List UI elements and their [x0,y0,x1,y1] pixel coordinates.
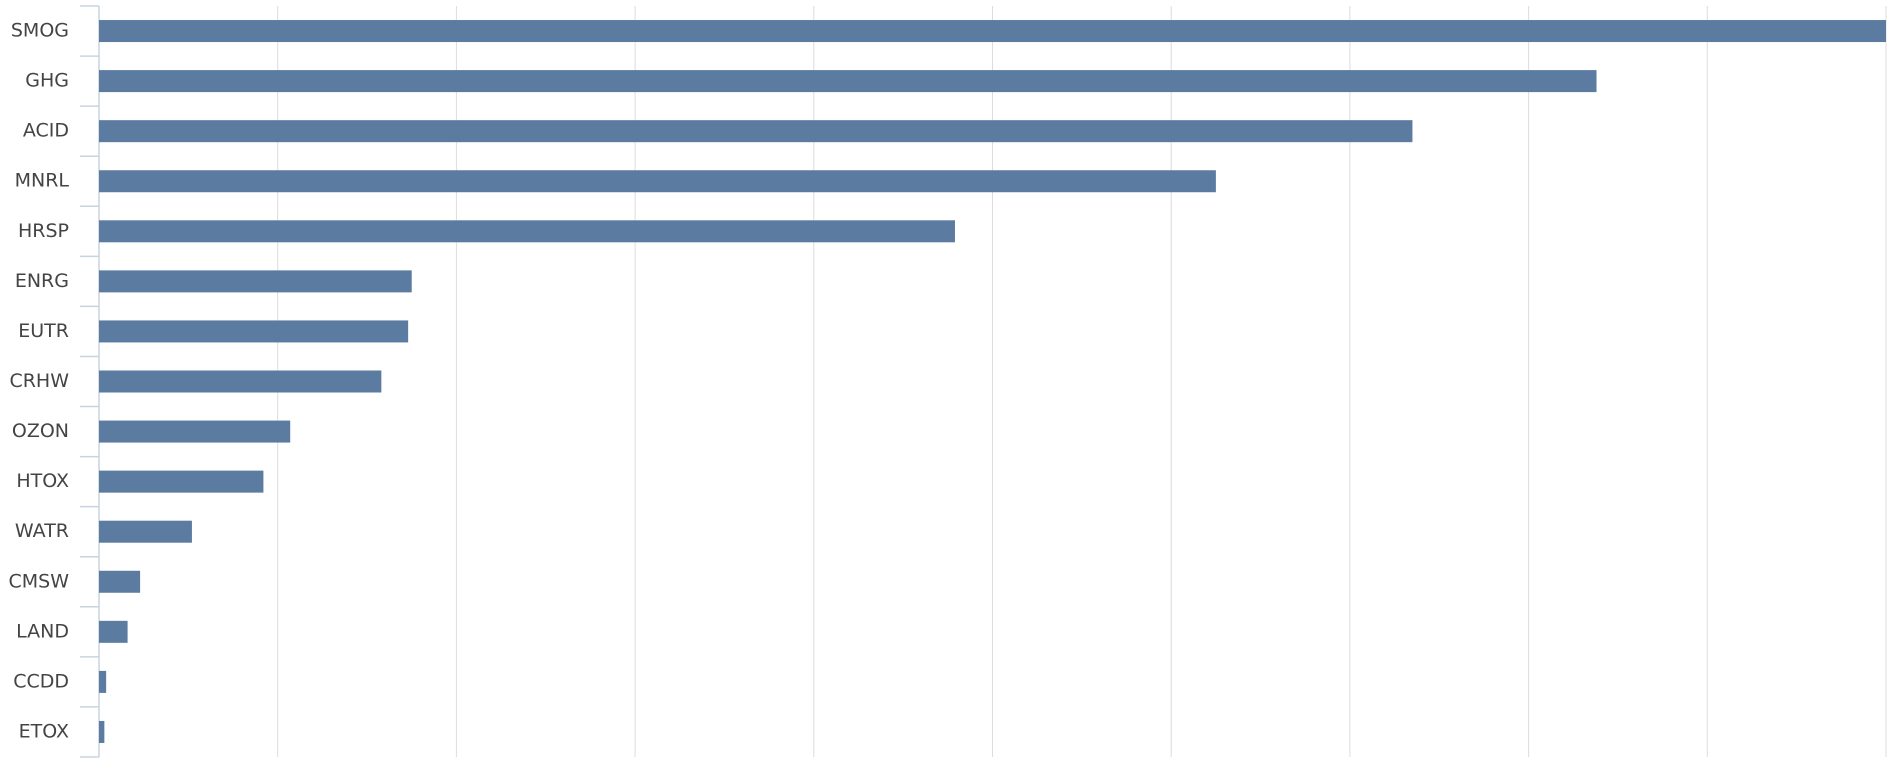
y-tick-label: MNRL [15,170,70,192]
y-tick-label: ETOX [19,720,69,742]
y-tick-label: WATR [15,520,69,542]
bar [99,320,409,343]
bar [99,20,1886,43]
y-tick-label: OZON [12,420,69,442]
y-tick-label: CCDD [13,670,69,692]
bar [99,720,105,743]
bar [99,470,264,493]
bar [99,520,192,543]
bar [99,570,141,593]
bar [99,620,128,643]
y-tick-label: SMOG [11,20,69,42]
y-tick-label: LAND [16,620,69,642]
y-tick-label: ACID [23,120,69,142]
bar [99,370,382,393]
y-tick-label: CRHW [9,370,69,392]
bar [99,270,412,293]
y-tick-label: ENRG [15,270,69,292]
bar [99,220,955,243]
bar [99,70,1597,93]
y-tick-label: HRSP [18,220,69,242]
y-tick-label: HTOX [16,470,69,492]
bar [99,170,1216,193]
bar [99,420,291,443]
bar [99,670,107,693]
y-tick-label: CMSW [8,570,69,592]
y-tick-label: GHG [25,70,69,92]
y-tick-label: EUTR [18,320,69,342]
bar [99,120,1413,143]
